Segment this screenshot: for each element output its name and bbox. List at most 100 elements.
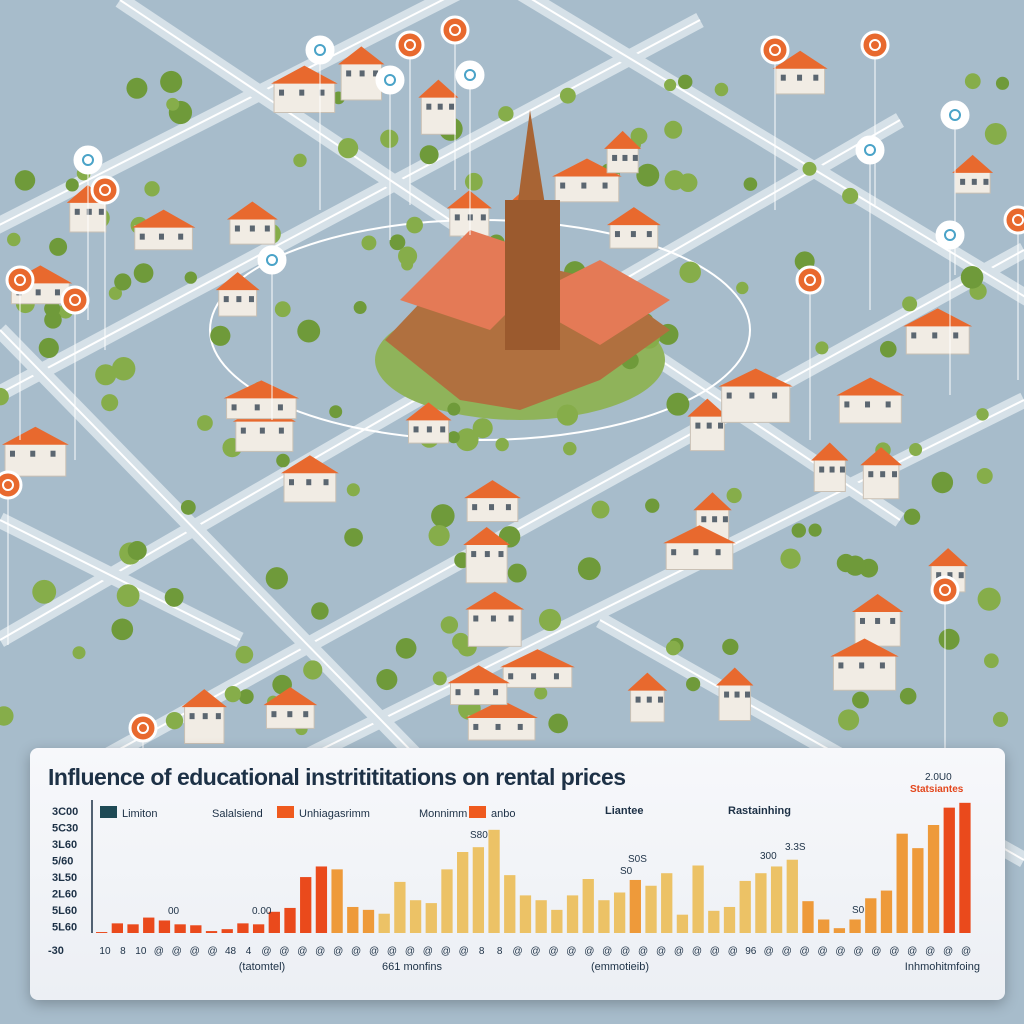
tree (184, 271, 197, 284)
bar (96, 932, 108, 933)
tree (44, 300, 61, 317)
tree (686, 676, 701, 692)
tree (440, 616, 459, 634)
house-window (706, 422, 712, 429)
house (903, 308, 973, 355)
tree (428, 524, 450, 547)
house-roof (418, 79, 459, 98)
tree (977, 587, 1001, 611)
tree (238, 689, 254, 705)
house-roof (772, 50, 828, 69)
bar (755, 873, 767, 933)
legend-label: anbo (491, 808, 515, 820)
house-window (657, 696, 663, 703)
x-tick-label: @ (674, 946, 684, 957)
tree (472, 418, 493, 439)
x-tick-label: @ (369, 946, 379, 957)
house-roof (447, 665, 510, 684)
tree (395, 637, 417, 659)
x-tick-label: @ (154, 946, 164, 957)
tree (722, 638, 739, 655)
house-window (958, 572, 964, 579)
house-wall (420, 95, 456, 135)
bar (488, 829, 500, 933)
tree (559, 87, 576, 104)
bar (127, 924, 139, 933)
pin-head (60, 285, 90, 315)
house-window (287, 711, 293, 718)
map-pin-icon (940, 100, 970, 275)
house-wall (340, 61, 383, 101)
tree (14, 170, 36, 191)
house-window (158, 233, 164, 240)
x-tick-label: @ (871, 946, 881, 957)
house (465, 591, 525, 647)
house-roof (181, 689, 227, 708)
pin-glyph (869, 39, 881, 51)
tree (398, 246, 418, 266)
pin-glyph (804, 274, 816, 286)
house (718, 368, 793, 423)
x-tick-label: @ (943, 946, 953, 957)
tree (815, 341, 829, 355)
tree (976, 467, 993, 484)
tree (677, 74, 693, 90)
house-window (9, 450, 15, 457)
house (263, 687, 318, 729)
tree (964, 73, 981, 90)
pin-glyph (404, 39, 416, 51)
house-window (630, 231, 636, 238)
house-roof (552, 158, 622, 177)
tree (902, 296, 918, 312)
tree (845, 555, 866, 576)
house (604, 130, 642, 174)
tree (114, 273, 132, 291)
cathedral-tower (505, 200, 560, 350)
tree (164, 587, 184, 607)
pin-head (305, 35, 335, 65)
tree (899, 687, 917, 705)
data-label: S0 (852, 905, 865, 916)
legend-label: Unhiagasrimm (299, 808, 370, 820)
house-roof (338, 46, 385, 65)
house-window (178, 233, 184, 240)
x-tick-label: @ (764, 946, 774, 957)
map-pin-icon (375, 65, 405, 240)
pin-head (855, 135, 885, 165)
house-window (829, 466, 835, 473)
x-tick-label: @ (889, 946, 899, 957)
house-window (693, 549, 699, 556)
house (463, 527, 511, 584)
tree (780, 548, 801, 569)
house (338, 46, 385, 101)
data-label: S80 (470, 830, 488, 841)
house-roof (215, 272, 260, 291)
bar (833, 928, 846, 933)
bar (598, 900, 610, 933)
house (131, 209, 196, 251)
house (552, 158, 622, 203)
pin-head (0, 470, 23, 500)
map-pin-icon (305, 35, 335, 210)
pin-glyph (939, 584, 951, 596)
bar (566, 895, 579, 933)
bar (770, 866, 783, 933)
house-roof (223, 380, 300, 399)
bar (818, 919, 830, 933)
tree (664, 120, 683, 139)
pin-head (1003, 205, 1024, 235)
house-window (35, 289, 41, 296)
house-window (484, 551, 490, 558)
tree (133, 263, 154, 283)
house (830, 638, 899, 691)
house-window (473, 723, 479, 730)
bar (190, 925, 202, 933)
house-window (722, 516, 728, 523)
house-window (622, 154, 628, 161)
house-window (602, 182, 608, 189)
house-roof (464, 480, 521, 499)
map-pin-icon (5, 265, 35, 440)
y-tick-label: 5L60 (52, 922, 77, 934)
house (215, 272, 260, 317)
tree (563, 441, 577, 456)
